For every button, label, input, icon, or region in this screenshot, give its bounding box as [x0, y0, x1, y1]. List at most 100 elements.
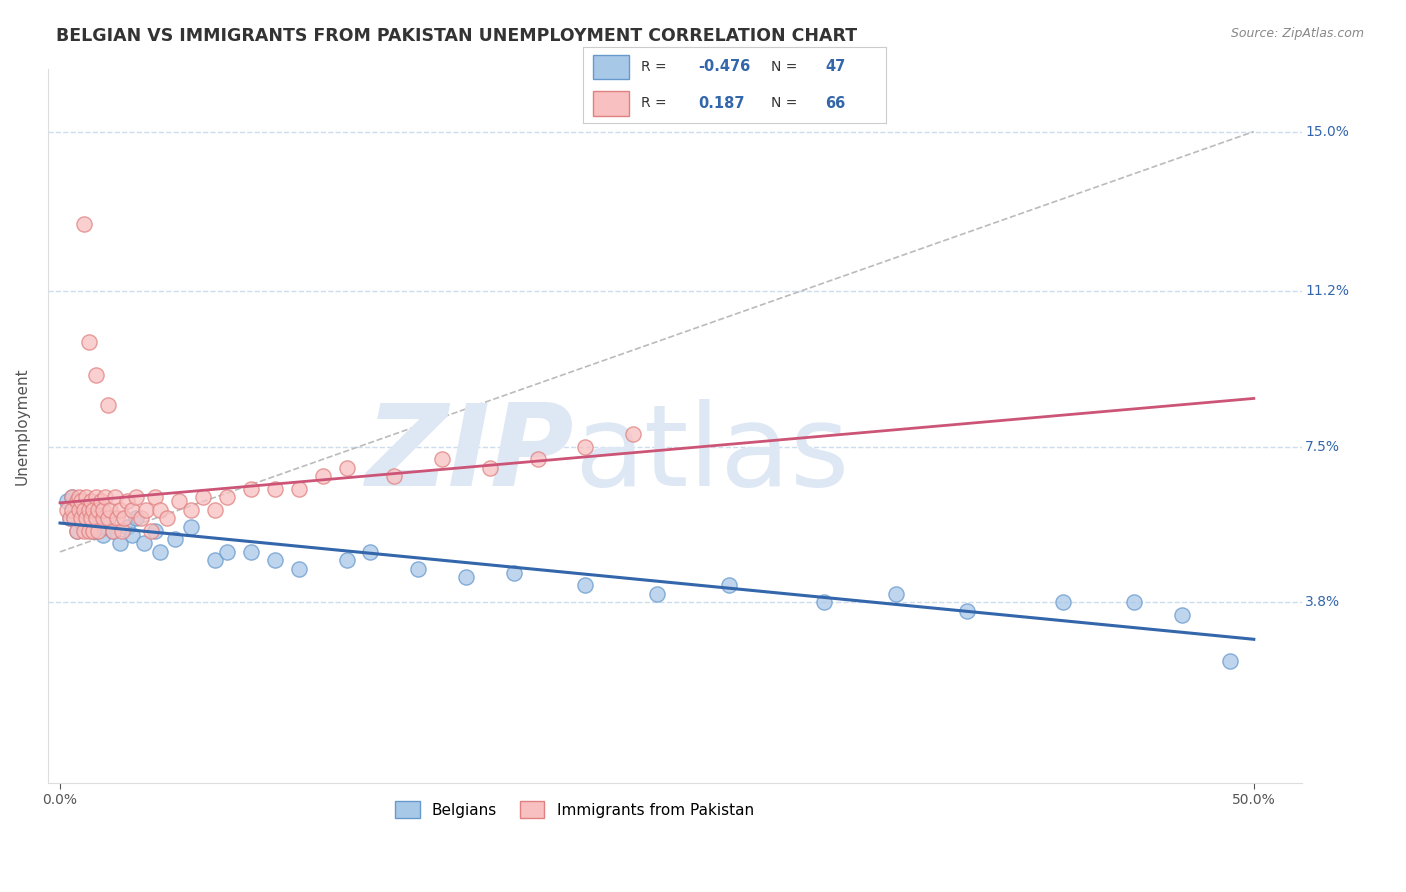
Text: atlas: atlas	[575, 399, 849, 510]
Point	[193, 490, 215, 504]
Point	[63, 511, 86, 525]
Point	[114, 511, 136, 525]
Point	[98, 503, 121, 517]
Point	[1052, 595, 1074, 609]
Point	[66, 494, 89, 508]
Point	[108, 536, 131, 550]
Point	[129, 511, 152, 525]
Point	[94, 490, 117, 504]
Point	[73, 524, 96, 538]
Point	[145, 490, 167, 504]
Point	[80, 511, 103, 525]
Point	[84, 511, 107, 525]
Text: 66: 66	[825, 95, 845, 111]
Point	[58, 511, 80, 525]
Point	[63, 503, 86, 517]
Point	[73, 217, 96, 231]
Point	[1171, 607, 1194, 622]
Point	[73, 507, 96, 521]
Point	[60, 490, 83, 504]
Point	[82, 503, 104, 517]
Point	[217, 490, 239, 504]
Point	[94, 519, 117, 533]
Text: BELGIAN VS IMMIGRANTS FROM PAKISTAN UNEMPLOYMENT CORRELATION CHART: BELGIAN VS IMMIGRANTS FROM PAKISTAN UNEM…	[56, 27, 858, 45]
Point	[108, 503, 131, 517]
Text: 7.5%: 7.5%	[1305, 440, 1340, 454]
Point	[287, 482, 309, 496]
Point	[91, 528, 114, 542]
Point	[311, 469, 333, 483]
Point	[84, 490, 107, 504]
Point	[91, 511, 114, 525]
Point	[87, 503, 110, 517]
Point	[105, 511, 128, 525]
Text: 47: 47	[825, 60, 845, 75]
Point	[67, 503, 90, 517]
Text: 0.187: 0.187	[699, 95, 745, 111]
Point	[169, 494, 191, 508]
Point	[149, 545, 172, 559]
Point	[75, 490, 97, 504]
Point	[717, 578, 740, 592]
Point	[240, 482, 263, 496]
Point	[621, 427, 644, 442]
Point	[60, 503, 83, 517]
Point	[406, 562, 429, 576]
Point	[82, 524, 104, 538]
Point	[502, 566, 524, 580]
Point	[70, 516, 93, 530]
Bar	[592, 55, 628, 79]
Point	[287, 562, 309, 576]
Text: Source: ZipAtlas.com: Source: ZipAtlas.com	[1230, 27, 1364, 40]
Point	[149, 503, 172, 517]
Point	[574, 578, 596, 592]
Text: R =: R =	[641, 96, 671, 111]
Point	[240, 545, 263, 559]
Point	[217, 545, 239, 559]
Point	[91, 503, 114, 517]
Point	[813, 595, 835, 609]
Point	[77, 503, 100, 517]
Point	[1219, 654, 1241, 668]
Text: ZIP: ZIP	[366, 399, 575, 510]
Point	[75, 519, 97, 533]
Point	[574, 440, 596, 454]
Bar	[592, 91, 628, 116]
Point	[163, 533, 186, 547]
Point	[70, 511, 93, 525]
Point	[115, 519, 138, 533]
Legend: Belgians, Immigrants from Pakistan: Belgians, Immigrants from Pakistan	[388, 794, 762, 825]
Y-axis label: Unemployment: Unemployment	[15, 367, 30, 484]
Point	[135, 503, 157, 517]
Point	[125, 490, 148, 504]
Point	[454, 570, 477, 584]
Point	[101, 524, 124, 538]
Point	[204, 553, 226, 567]
Point	[104, 490, 127, 504]
Point	[73, 503, 96, 517]
Point	[77, 503, 100, 517]
Point	[264, 553, 287, 567]
Point	[1123, 595, 1146, 609]
Point	[56, 503, 79, 517]
Point	[115, 494, 138, 508]
Point	[80, 511, 103, 525]
Point	[82, 524, 104, 538]
Point	[145, 524, 167, 538]
Point	[264, 482, 287, 496]
Point	[645, 587, 668, 601]
Point	[77, 524, 100, 538]
Point	[125, 511, 148, 525]
Point	[884, 587, 907, 601]
Point	[180, 503, 202, 517]
Point	[87, 507, 110, 521]
Point	[58, 511, 80, 525]
Point	[382, 469, 405, 483]
Text: 15.0%: 15.0%	[1305, 125, 1350, 138]
Point	[335, 460, 357, 475]
Point	[111, 524, 134, 538]
Text: N =: N =	[770, 60, 801, 74]
Point	[956, 604, 979, 618]
Point	[66, 524, 89, 538]
Point	[84, 516, 107, 530]
